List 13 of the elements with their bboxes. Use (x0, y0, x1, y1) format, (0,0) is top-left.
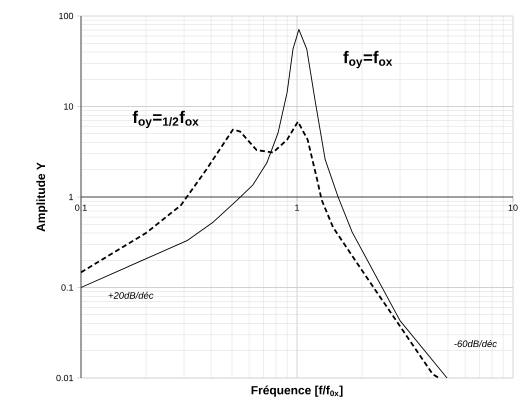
x-axis-title: Fréquence [f/f$_{0x}$] (252, 386, 343, 397)
x-tick-label: 1 (295, 204, 300, 211)
y-axis-title: Amplitude Y (36, 162, 48, 232)
series-label: f$_{oy}$=$_{1/2}$f$_{ox}$ (132, 110, 199, 128)
y-tick-label: 1 (69, 194, 74, 200)
series-label: f$_{oy}$=f$_{ox}$ (343, 50, 392, 68)
y-tick-label: 100 (59, 12, 74, 20)
y-tick-label: 10 (64, 103, 74, 110)
annotation: +20dB/déc (108, 292, 154, 299)
x-tick-label: 10 (508, 204, 518, 211)
y-tick-label: 0.01 (56, 374, 74, 382)
y-tick-label: 0.1 (61, 284, 74, 291)
annotation: -60dB/déc (454, 340, 497, 348)
